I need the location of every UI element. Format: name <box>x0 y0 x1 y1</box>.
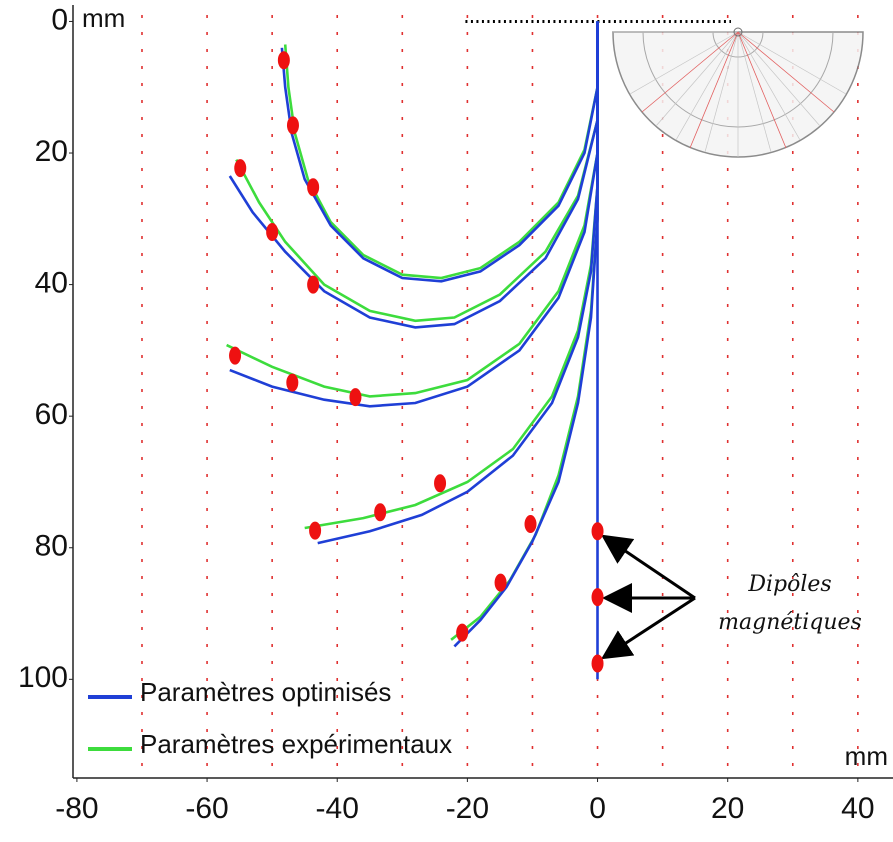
curve <box>453 21 599 648</box>
curve <box>283 21 599 280</box>
annotation: magnétiques <box>718 610 862 635</box>
dipole <box>234 159 247 178</box>
annotation: Dipôles <box>747 572 831 597</box>
y-tick-label: 60 <box>35 398 68 431</box>
legend-label: Paramètres optimisés <box>140 677 391 707</box>
dipole <box>591 522 604 541</box>
dipole <box>309 521 322 540</box>
y-tick-label: 20 <box>35 135 68 168</box>
y-tick-label: 80 <box>35 530 68 563</box>
dipole <box>374 503 387 522</box>
y-tick-label: 100 <box>18 661 68 694</box>
curve <box>229 21 599 408</box>
protractor <box>612 27 864 158</box>
dipole <box>229 346 242 365</box>
x-axis-label: mm <box>845 741 888 771</box>
x-tick-label: -80 <box>55 792 98 825</box>
dipole <box>286 116 299 135</box>
dipole <box>591 654 604 673</box>
curve <box>280 21 599 283</box>
y-tick-label: 40 <box>35 267 68 300</box>
x-tick-label: 40 <box>841 792 874 825</box>
dipole <box>266 222 279 241</box>
x-tick-label: -40 <box>316 792 359 825</box>
y-axis-label: mm <box>82 3 125 33</box>
dipole <box>286 373 299 392</box>
dipole <box>434 474 447 493</box>
x-tick-label: -60 <box>185 792 228 825</box>
x-tick-label: -20 <box>446 792 489 825</box>
x-tick-label: 20 <box>711 792 744 825</box>
curve <box>450 21 599 641</box>
dipole <box>307 275 320 294</box>
curve <box>317 21 599 545</box>
dipole <box>591 588 604 607</box>
dipole <box>456 623 469 642</box>
dipole <box>494 573 507 592</box>
curve <box>226 21 599 398</box>
dipole <box>349 388 362 407</box>
annotation-arrows <box>600 534 696 660</box>
curve <box>228 21 599 329</box>
dipole <box>277 51 290 70</box>
x-tick-label: 0 <box>589 792 606 825</box>
legend-label: Paramètres expérimentaux <box>140 729 452 759</box>
dipole <box>307 178 320 197</box>
dipole <box>524 515 537 534</box>
y-tick-label: 0 <box>51 3 68 36</box>
